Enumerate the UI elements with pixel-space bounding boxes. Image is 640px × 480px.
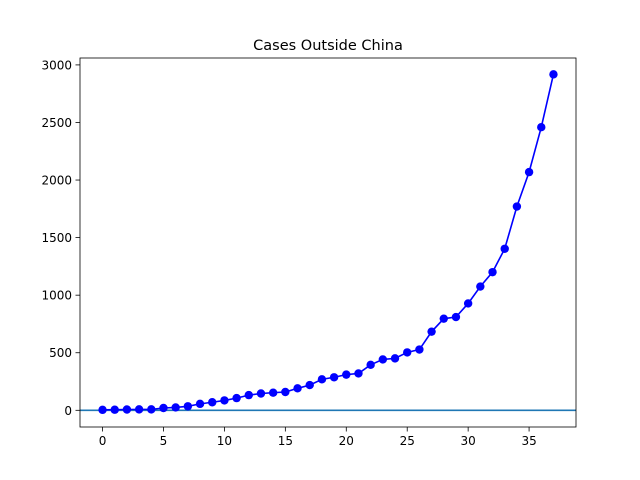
data-point <box>537 122 546 132</box>
data-point <box>427 327 436 336</box>
data-point <box>220 396 229 405</box>
data-point <box>500 244 509 253</box>
data-point <box>317 375 327 384</box>
data-point <box>195 399 205 409</box>
data-point <box>171 403 180 412</box>
x-tick-label: 5 <box>160 434 168 448</box>
data-point <box>244 390 253 400</box>
data-point <box>122 405 132 414</box>
data-point <box>208 398 217 407</box>
series-layer <box>98 70 558 415</box>
data-point <box>512 202 522 211</box>
y-tick-label: 2500 <box>41 116 72 130</box>
data-point <box>488 267 497 277</box>
x-tick-label: 25 <box>400 434 415 448</box>
data-point <box>366 360 375 370</box>
x-tick-label: 0 <box>99 434 107 448</box>
chart-title: Cases Outside China <box>253 38 403 54</box>
data-point <box>403 348 412 357</box>
data-point <box>476 282 485 291</box>
y-tick-label: 0 <box>64 404 72 418</box>
plot-frame <box>79 57 577 428</box>
data-point <box>354 369 363 378</box>
data-point <box>110 405 119 414</box>
data-point <box>451 312 461 322</box>
y-tick-label: 500 <box>49 346 72 360</box>
data-point <box>342 370 351 379</box>
data-point <box>232 393 241 403</box>
data-point <box>305 380 314 390</box>
data-point <box>378 355 388 364</box>
data-point <box>329 373 339 382</box>
data-point <box>256 389 266 398</box>
y-tick-label: 3000 <box>41 58 72 72</box>
data-point <box>415 345 424 354</box>
y-tick-label: 1000 <box>41 289 72 303</box>
axes: 0 5 10 15 20 25 30 35 0 500 1000 1500 2000 2500 3000 <box>41 58 536 448</box>
x-tick-label: 35 <box>521 434 536 448</box>
data-point <box>524 167 534 177</box>
data-point <box>134 405 144 414</box>
data-point <box>549 70 558 79</box>
x-tick-label: 15 <box>278 434 293 448</box>
x-tick-label: 30 <box>461 434 476 448</box>
data-point <box>439 314 448 323</box>
data-point <box>268 388 278 397</box>
data-point <box>98 405 107 415</box>
data-point <box>463 299 473 308</box>
data-point <box>159 403 168 413</box>
x-tick-label: 20 <box>339 434 354 448</box>
y-tick-label: 2000 <box>41 174 72 188</box>
data-point <box>281 387 290 397</box>
x-tick-label: 10 <box>217 434 232 448</box>
plot-border <box>79 57 577 428</box>
data-point <box>183 402 193 411</box>
y-tick-label: 1500 <box>41 231 72 245</box>
data-point <box>293 384 302 393</box>
data-point <box>147 405 156 414</box>
data-point <box>390 354 400 363</box>
